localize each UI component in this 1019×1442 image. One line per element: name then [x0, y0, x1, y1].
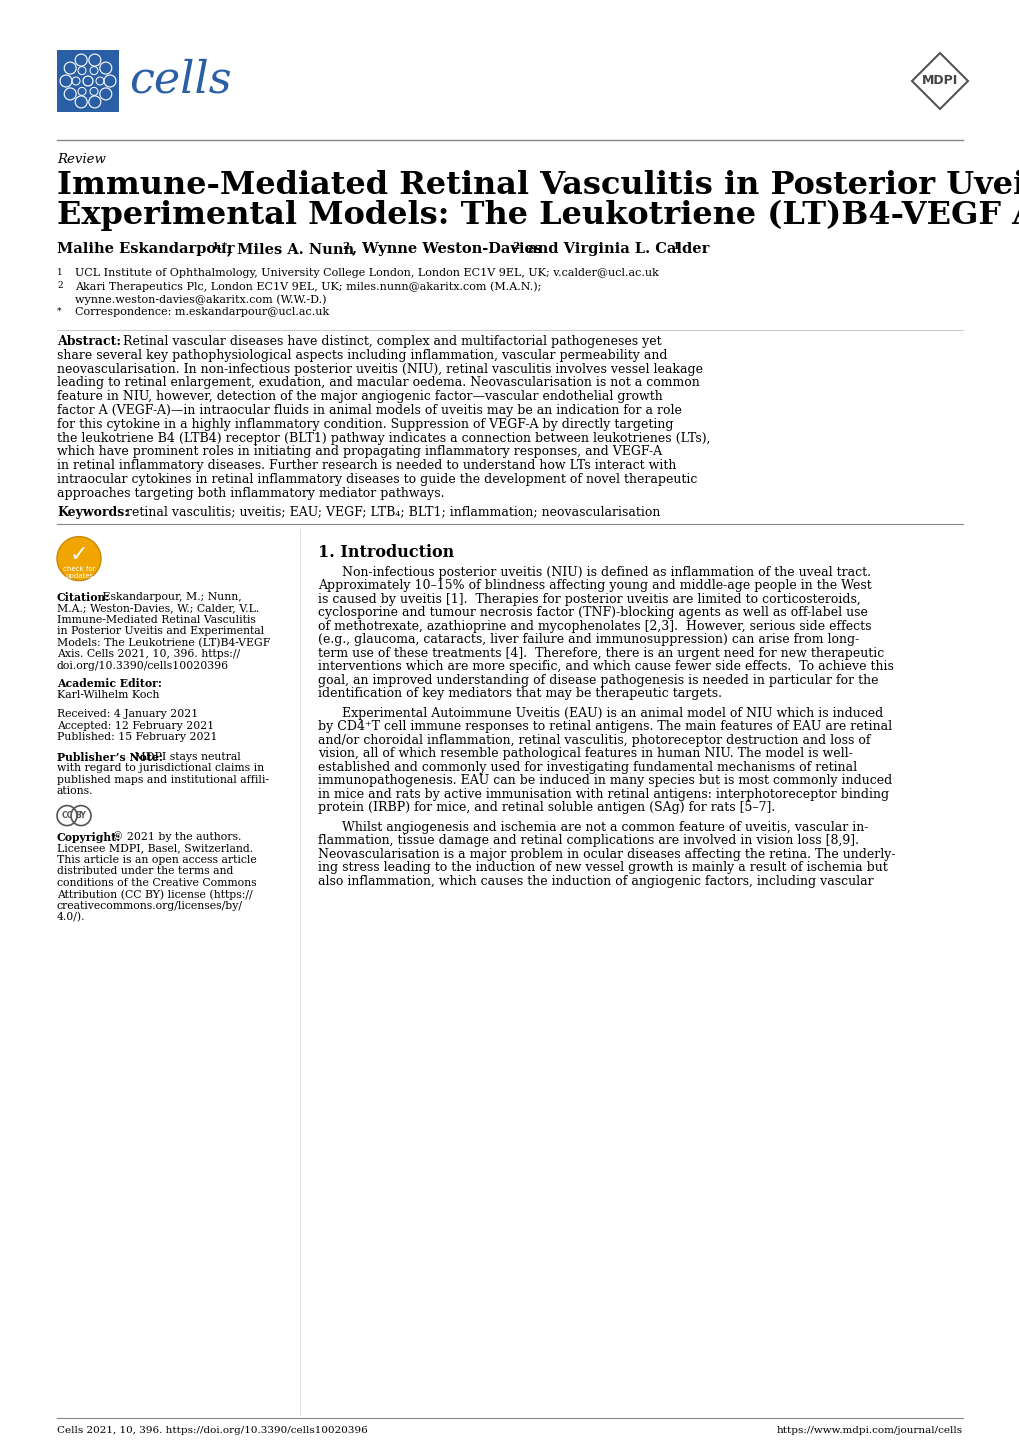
- Text: check for: check for: [63, 565, 95, 571]
- Text: with regard to jurisdictional claims in: with regard to jurisdictional claims in: [57, 763, 264, 773]
- Text: CC: CC: [61, 810, 72, 820]
- Text: term use of these treatments [4].  Therefore, there is an urgent need for new th: term use of these treatments [4]. Theref…: [318, 646, 883, 659]
- Text: approaches targeting both inflammatory mediator pathways.: approaches targeting both inflammatory m…: [57, 487, 444, 500]
- Text: Approximately 10–15% of blindness affecting young and middle-age people in the W: Approximately 10–15% of blindness affect…: [318, 580, 871, 593]
- Text: Attribution (CC BY) license (https://: Attribution (CC BY) license (https://: [57, 890, 253, 900]
- Text: retinal vasculitis; uveitis; EAU; VEGF; LTB₄; BLT1; inflammation; neovascularisa: retinal vasculitis; uveitis; EAU; VEGF; …: [122, 506, 659, 519]
- Text: Accepted: 12 February 2021: Accepted: 12 February 2021: [57, 721, 214, 731]
- Text: Eskandarpour, M.; Nunn,: Eskandarpour, M.; Nunn,: [99, 591, 242, 601]
- Text: 4.0/).: 4.0/).: [57, 913, 86, 923]
- Text: 1. Introduction: 1. Introduction: [318, 544, 453, 561]
- Text: 1,*: 1,*: [212, 242, 228, 251]
- Text: intraocular cytokines in retinal inflammatory diseases to guide the development : intraocular cytokines in retinal inflamm…: [57, 473, 697, 486]
- Text: protein (IRBP) for mice, and retinal soluble antigen (SAg) for rats [5–7].: protein (IRBP) for mice, and retinal sol…: [318, 802, 774, 815]
- Text: 2: 2: [341, 242, 348, 251]
- Text: Correspondence: m.eskandarpour@ucl.ac.uk: Correspondence: m.eskandarpour@ucl.ac.uk: [75, 307, 329, 317]
- Text: also inflammation, which causes the induction of angiogenic factors, including v: also inflammation, which causes the indu…: [318, 875, 872, 888]
- Text: share several key pathophysiological aspects including inflammation, vascular pe: share several key pathophysiological asp…: [57, 349, 666, 362]
- Text: identification of key mediators that may be therapeutic targets.: identification of key mediators that may…: [318, 686, 721, 701]
- Text: Experimental Autoimmune Uveitis (EAU) is an animal model of NIU which is induced: Experimental Autoimmune Uveitis (EAU) is…: [318, 707, 882, 720]
- Text: Review: Review: [57, 153, 106, 166]
- Text: Copyright:: Copyright:: [57, 832, 121, 842]
- Text: of methotrexate, azathioprine and mycophenolates [2,3].  However, serious side e: of methotrexate, azathioprine and mycoph…: [318, 620, 870, 633]
- Text: leading to retinal enlargement, exudation, and macular oedema. Neovascularisatio: leading to retinal enlargement, exudatio…: [57, 376, 699, 389]
- Text: goal, an improved understanding of disease pathogenesis is needed in particular : goal, an improved understanding of disea…: [318, 673, 877, 686]
- Bar: [57, 50, 119, 112]
- Text: factor A (VEGF-A)—in intraocular fluids in animal models of uveitis may be an in: factor A (VEGF-A)—in intraocular fluids …: [57, 404, 682, 417]
- Text: conditions of the Creative Commons: conditions of the Creative Commons: [57, 878, 257, 888]
- Text: Citation:: Citation:: [57, 591, 110, 603]
- Text: Academic Editor:: Academic Editor:: [57, 678, 162, 689]
- Text: , Wynne Weston-Davies: , Wynne Weston-Davies: [352, 242, 541, 257]
- Text: UCL Institute of Ophthalmology, University College London, London EC1V 9EL, UK; : UCL Institute of Ophthalmology, Universi…: [75, 268, 658, 278]
- Text: flammation, tissue damage and retinal complications are involved in vision loss : flammation, tissue damage and retinal co…: [318, 833, 858, 846]
- Text: ✓: ✓: [69, 545, 89, 565]
- Text: Keywords:: Keywords:: [57, 506, 128, 519]
- Text: MDPI: MDPI: [921, 75, 957, 88]
- Text: Received: 4 January 2021: Received: 4 January 2021: [57, 709, 198, 720]
- Text: published maps and institutional affili-: published maps and institutional affili-: [57, 774, 269, 784]
- Text: in retinal inflammatory diseases. Further research is needed to understand how L: in retinal inflammatory diseases. Furthe…: [57, 459, 676, 472]
- Text: Immune-Mediated Retinal Vasculitis in Posterior Uveitis and: Immune-Mediated Retinal Vasculitis in Po…: [57, 170, 1019, 200]
- Text: Akari Therapeutics Plc, London EC1V 9EL, UK; miles.nunn@akaritx.com (M.A.N.);: Akari Therapeutics Plc, London EC1V 9EL,…: [75, 281, 541, 291]
- Text: is caused by uveitis [1].  Therapies for posterior uveitis are limited to cortic: is caused by uveitis [1]. Therapies for …: [318, 593, 860, 606]
- Text: *: *: [57, 307, 61, 316]
- Text: Malihe Eskandarpour: Malihe Eskandarpour: [57, 242, 234, 257]
- Text: M.A.; Weston-Davies, W.; Calder, V.L.: M.A.; Weston-Davies, W.; Calder, V.L.: [57, 603, 259, 613]
- Text: interventions which are more specific, and which cause fewer side effects.  To a: interventions which are more specific, a…: [318, 660, 893, 673]
- Text: 2: 2: [57, 281, 62, 290]
- Text: 1: 1: [673, 242, 680, 251]
- Text: Whilst angiogenesis and ischemia are not a common feature of uveitis, vascular i: Whilst angiogenesis and ischemia are not…: [318, 820, 867, 833]
- Text: distributed under the terms and: distributed under the terms and: [57, 867, 233, 877]
- Text: cyclosporine and tumour necrosis factor (TNF)-blocking agents as well as off-lab: cyclosporine and tumour necrosis factor …: [318, 606, 867, 619]
- Text: Licensee MDPI, Basel, Switzerland.: Licensee MDPI, Basel, Switzerland.: [57, 844, 253, 854]
- Text: creativecommons.org/licenses/by/: creativecommons.org/licenses/by/: [57, 901, 243, 910]
- Text: https://www.mdpi.com/journal/cells: https://www.mdpi.com/journal/cells: [776, 1426, 962, 1435]
- Text: 2: 2: [512, 242, 519, 251]
- Text: Models: The Leukotriene (LT)B4-VEGF: Models: The Leukotriene (LT)B4-VEGF: [57, 637, 270, 647]
- Text: for this cytokine in a highly inflammatory condition. Suppression of VEGF-A by d: for this cytokine in a highly inflammato…: [57, 418, 673, 431]
- Text: © 2021 by the authors.: © 2021 by the authors.: [109, 832, 242, 842]
- Text: Immune-Mediated Retinal Vasculitis: Immune-Mediated Retinal Vasculitis: [57, 614, 256, 624]
- Text: and Virginia L. Calder: and Virginia L. Calder: [523, 242, 708, 257]
- Text: immunopathogenesis. EAU can be induced in many species but is most commonly indu: immunopathogenesis. EAU can be induced i…: [318, 774, 892, 787]
- Text: (e.g., glaucoma, cataracts, liver failure and immunosuppression) can arise from : (e.g., glaucoma, cataracts, liver failur…: [318, 633, 858, 646]
- Text: Retinal vascular diseases have distinct, complex and multifactorial pathogeneses: Retinal vascular diseases have distinct,…: [115, 335, 661, 348]
- Text: 1: 1: [57, 268, 63, 277]
- Text: in mice and rats by active immunisation with retinal antigens: interphotorecepto: in mice and rats by active immunisation …: [318, 787, 889, 800]
- Text: updates: updates: [65, 572, 93, 578]
- Text: neovascularisation. In non-infectious posterior uveitis (NIU), retinal vasculiti: neovascularisation. In non-infectious po…: [57, 362, 702, 375]
- Text: MDPI stays neutral: MDPI stays neutral: [130, 751, 240, 761]
- Text: which have prominent roles in initiating and propagating inflammatory responses,: which have prominent roles in initiating…: [57, 446, 661, 459]
- Text: Experimental Models: The Leukotriene (LT)B4-VEGF Axis: Experimental Models: The Leukotriene (LT…: [57, 200, 1019, 231]
- Text: ations.: ations.: [57, 786, 94, 796]
- Text: established and commonly used for investigating fundamental mechanisms of retina: established and commonly used for invest…: [318, 760, 856, 773]
- Text: Axis. Cells 2021, 10, 396. https://: Axis. Cells 2021, 10, 396. https://: [57, 649, 239, 659]
- Text: Published: 15 February 2021: Published: 15 February 2021: [57, 733, 217, 743]
- Text: Publisher’s Note:: Publisher’s Note:: [57, 751, 163, 763]
- Text: and/or choroidal inflammation, retinal vasculitis, photoreceptor destruction and: and/or choroidal inflammation, retinal v…: [318, 734, 869, 747]
- Text: Non-infectious posterior uveitis (NIU) is defined as inflammation of the uveal t: Non-infectious posterior uveitis (NIU) i…: [318, 565, 870, 578]
- Text: in Posterior Uveitis and Experimental: in Posterior Uveitis and Experimental: [57, 626, 264, 636]
- Text: Cells 2021, 10, 396. https://doi.org/10.3390/cells10020396: Cells 2021, 10, 396. https://doi.org/10.…: [57, 1426, 368, 1435]
- Text: Abstract:: Abstract:: [57, 335, 121, 348]
- Text: This article is an open access article: This article is an open access article: [57, 855, 257, 865]
- Text: vision, all of which resemble pathological features in human NIU. The model is w: vision, all of which resemble pathologic…: [318, 747, 852, 760]
- Text: ing stress leading to the induction of new vessel growth is mainly a result of i: ing stress leading to the induction of n…: [318, 861, 887, 874]
- Text: cells: cells: [128, 58, 231, 101]
- Text: doi.org/10.3390/cells10020396: doi.org/10.3390/cells10020396: [57, 660, 229, 671]
- Text: the leukotriene B4 (LTB4) receptor (BLT1) pathway indicates a connection between: the leukotriene B4 (LTB4) receptor (BLT1…: [57, 431, 710, 444]
- Text: , Miles A. Nunn: , Miles A. Nunn: [227, 242, 354, 257]
- Circle shape: [57, 536, 101, 581]
- Text: wynne.weston-davies@akaritx.com (W.W.-D.): wynne.weston-davies@akaritx.com (W.W.-D.…: [75, 294, 326, 304]
- Text: by CD4⁺T cell immune responses to retinal antigens. The main features of EAU are: by CD4⁺T cell immune responses to retina…: [318, 720, 892, 733]
- Text: Karl-Wilhelm Koch: Karl-Wilhelm Koch: [57, 689, 159, 699]
- Text: BY: BY: [75, 810, 87, 820]
- Text: Neovascularisation is a major problem in ocular diseases affecting the retina. T: Neovascularisation is a major problem in…: [318, 848, 895, 861]
- Text: feature in NIU, however, detection of the major angiogenic factor—vascular endot: feature in NIU, however, detection of th…: [57, 391, 662, 404]
